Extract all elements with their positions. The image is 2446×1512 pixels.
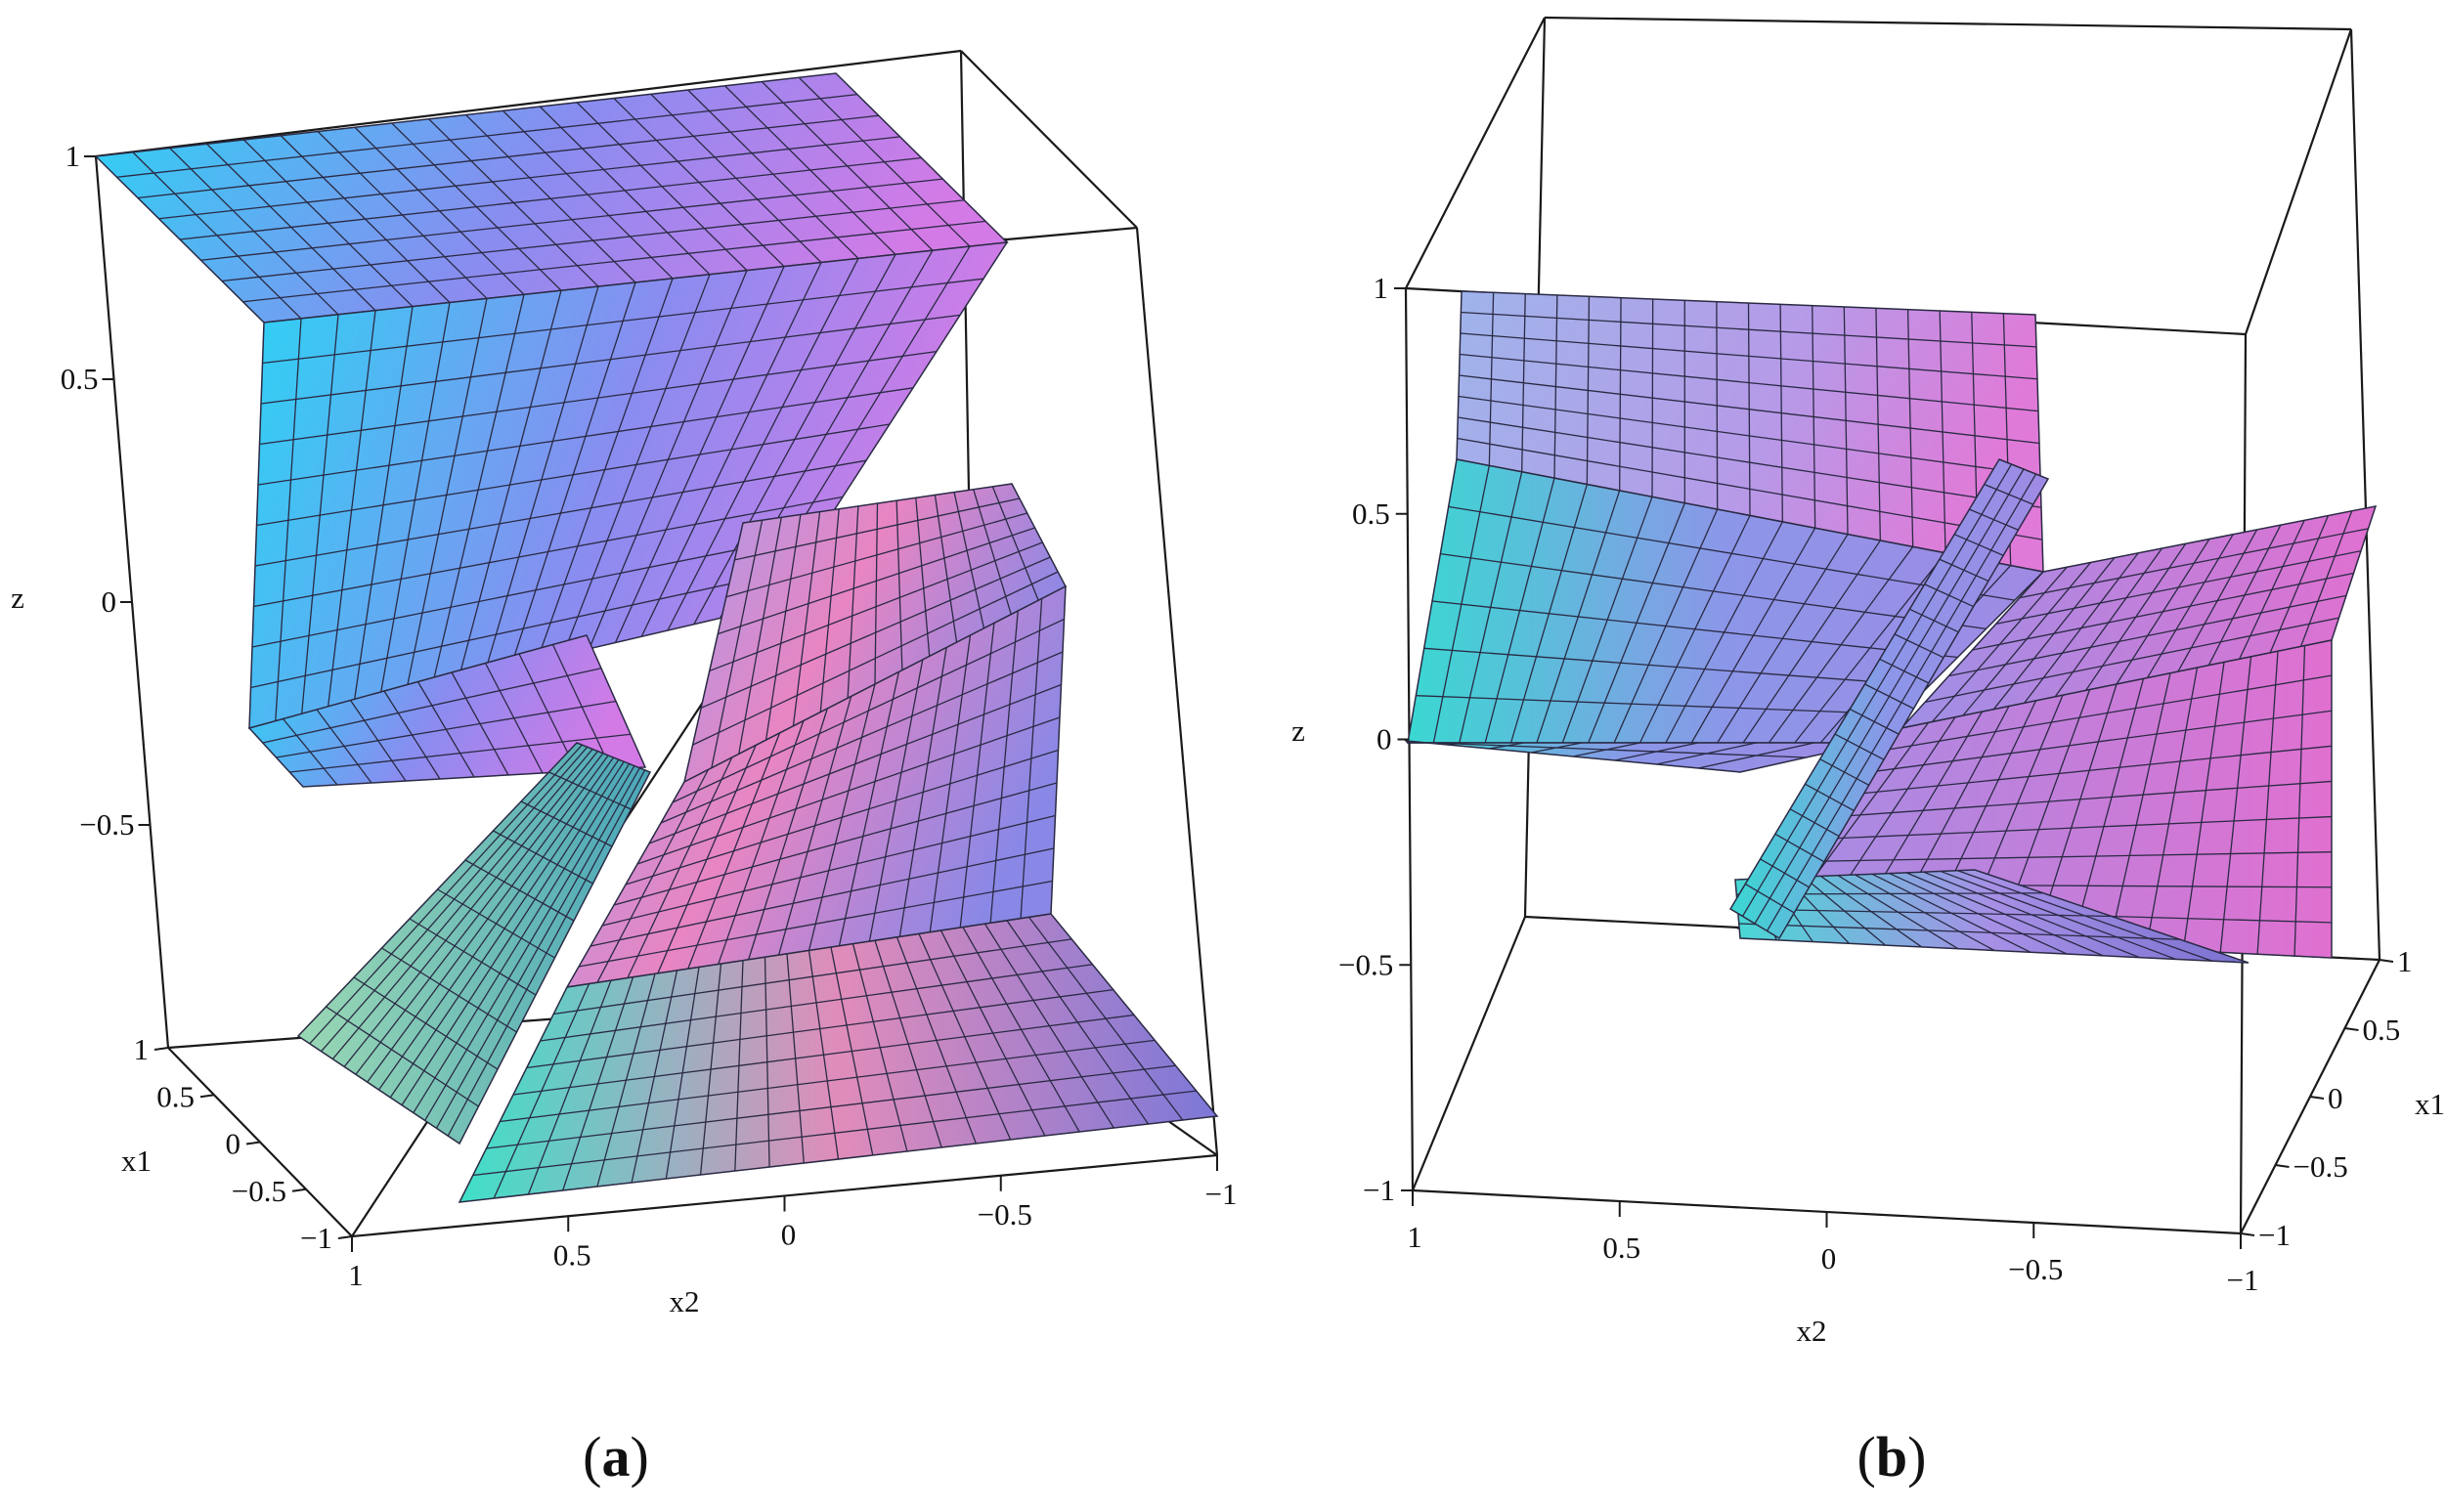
x1-axis-label: x1 [121,1144,152,1178]
frame-edge [1406,18,1545,288]
z-axis-label: z [11,581,24,615]
z-tick-label: 0.5 [61,362,99,396]
z-tick-label: 0 [1376,722,1392,756]
z-tick-label: −0.5 [79,807,134,842]
x1-tick-mark [338,1236,352,1238]
frame-edge [961,51,1137,228]
z-tick-label: 0 [102,584,117,619]
caption-paren-close: ) [1907,1425,1926,1489]
x1-tick-label: −1 [2258,1218,2291,1252]
panel-a-caption: (a) [583,1425,649,1489]
z-tick-label: 1 [66,139,81,173]
x1-tick-label: 0 [226,1127,241,1161]
x1-tick-label: 0 [2328,1081,2343,1115]
x2-tick-label: 1 [1407,1220,1422,1254]
x1-tick-mark [154,1048,168,1050]
x1-tick-mark [246,1143,260,1145]
z-tick-label: 0.5 [1352,497,1390,531]
x1-tick-mark [2380,960,2393,962]
x1-tick-label: −0.5 [2293,1149,2348,1184]
caption-letter: a [602,1425,631,1489]
frame-edge [1545,18,2351,29]
caption-paren-close: ) [631,1425,649,1489]
x1-tick-mark [200,1095,214,1097]
x2-tick-label: 0.5 [1602,1231,1640,1265]
caption-paren-open: ( [583,1425,601,1489]
frame-edge [2351,29,2380,960]
x2-tick-label: 0.5 [553,1237,591,1272]
x2-tick-label: −0.5 [2008,1252,2063,1286]
x2-axis-label: x2 [670,1284,700,1318]
x2-tick-label: −0.5 [978,1197,1032,1231]
frame-edge [1137,228,1217,1155]
surface-left-floor [1406,741,1872,772]
caption-paren-open: ( [1857,1425,1876,1489]
x1-tick-label: 1 [134,1032,150,1066]
x1-tick-mark [2310,1097,2324,1099]
x2-axis-label: x2 [1797,1314,1827,1348]
x1-tick-label: 0.5 [2363,1013,2401,1047]
x2-tick-label: 1 [348,1258,364,1292]
z-axis-label: z [1291,713,1305,748]
caption-letter: b [1876,1425,1907,1489]
x2-tick-label: −1 [1205,1177,1238,1211]
x2-tick-label: 0 [1821,1241,1837,1275]
x2-tick-label: −1 [2227,1263,2259,1297]
surface-bottom-floor [459,914,1217,1202]
x1-tick-label: −0.5 [232,1174,286,1208]
z-tick-label: −0.5 [1338,947,1393,981]
z-tick-label: −1 [1363,1173,1395,1207]
x2-tick-label: 0 [781,1218,797,1252]
x1-tick-label: 1 [2397,944,2413,978]
x1-tick-mark [2345,1028,2359,1030]
x1-tick-mark [292,1189,306,1191]
x1-tick-mark [2241,1233,2254,1235]
x1-tick-label: 0.5 [156,1079,195,1113]
frame-edge [1413,917,1525,1190]
x1-tick-mark [2276,1165,2290,1167]
frame-edge [2246,29,2351,334]
x1-tick-label: −1 [300,1221,332,1255]
z-tick-label: 1 [1374,271,1389,305]
x1-axis-label: x1 [2415,1087,2445,1121]
frame-edge [1007,228,1137,239]
panel-b-caption: (b) [1857,1425,1927,1489]
